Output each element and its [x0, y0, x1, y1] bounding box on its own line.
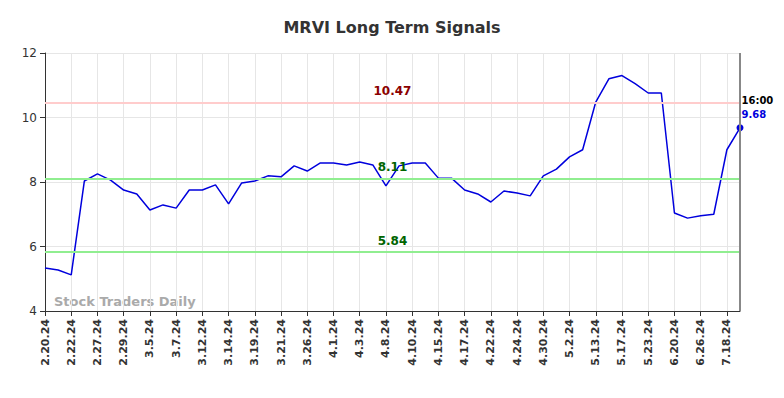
svg-text:5.17.24: 5.17.24	[615, 319, 628, 366]
svg-text:5.84: 5.84	[378, 234, 408, 248]
svg-text:2.29.24: 2.29.24	[117, 319, 130, 366]
svg-text:4.1.24: 4.1.24	[327, 319, 340, 358]
svg-text:3.7.24: 3.7.24	[170, 319, 183, 358]
svg-text:6.20.24: 6.20.24	[668, 319, 681, 366]
svg-text:3.26.24: 3.26.24	[301, 319, 314, 366]
svg-text:5.2.24: 5.2.24	[563, 319, 576, 358]
svg-text:10: 10	[22, 111, 37, 125]
svg-text:8: 8	[29, 175, 37, 189]
svg-text:MRVI Long Term Signals: MRVI Long Term Signals	[283, 18, 500, 37]
svg-text:4.22.24: 4.22.24	[484, 319, 497, 366]
svg-text:4.10.24: 4.10.24	[406, 319, 419, 366]
svg-text:7.18.24: 7.18.24	[720, 319, 733, 366]
svg-text:6.26.24: 6.26.24	[694, 319, 707, 366]
svg-text:12: 12	[22, 46, 37, 60]
svg-text:Stock Traders Daily: Stock Traders Daily	[54, 294, 196, 309]
svg-text:2.20.24: 2.20.24	[39, 319, 52, 366]
svg-text:3.21.24: 3.21.24	[275, 319, 288, 366]
svg-text:4.30.24: 4.30.24	[537, 319, 550, 366]
svg-text:5.23.24: 5.23.24	[642, 319, 655, 366]
svg-text:3.12.24: 3.12.24	[196, 319, 209, 366]
svg-text:3.5.24: 3.5.24	[143, 319, 156, 358]
svg-text:4.15.24: 4.15.24	[432, 319, 445, 366]
svg-text:4.24.24: 4.24.24	[511, 319, 524, 366]
svg-text:4.3.24: 4.3.24	[353, 319, 366, 358]
svg-text:2.22.24: 2.22.24	[65, 319, 78, 366]
svg-text:6: 6	[29, 240, 37, 254]
svg-text:8.11: 8.11	[378, 160, 408, 174]
svg-text:4.17.24: 4.17.24	[458, 319, 471, 366]
svg-text:5.13.24: 5.13.24	[589, 319, 602, 366]
svg-text:3.14.24: 3.14.24	[222, 319, 235, 366]
svg-text:4.8.24: 4.8.24	[379, 319, 392, 358]
svg-text:3.19.24: 3.19.24	[248, 319, 261, 366]
svg-text:10.47: 10.47	[374, 84, 412, 98]
svg-text:9.68: 9.68	[742, 109, 767, 120]
svg-text:16:00: 16:00	[742, 95, 774, 106]
svg-text:4: 4	[29, 304, 37, 318]
svg-text:2.27.24: 2.27.24	[91, 319, 104, 366]
